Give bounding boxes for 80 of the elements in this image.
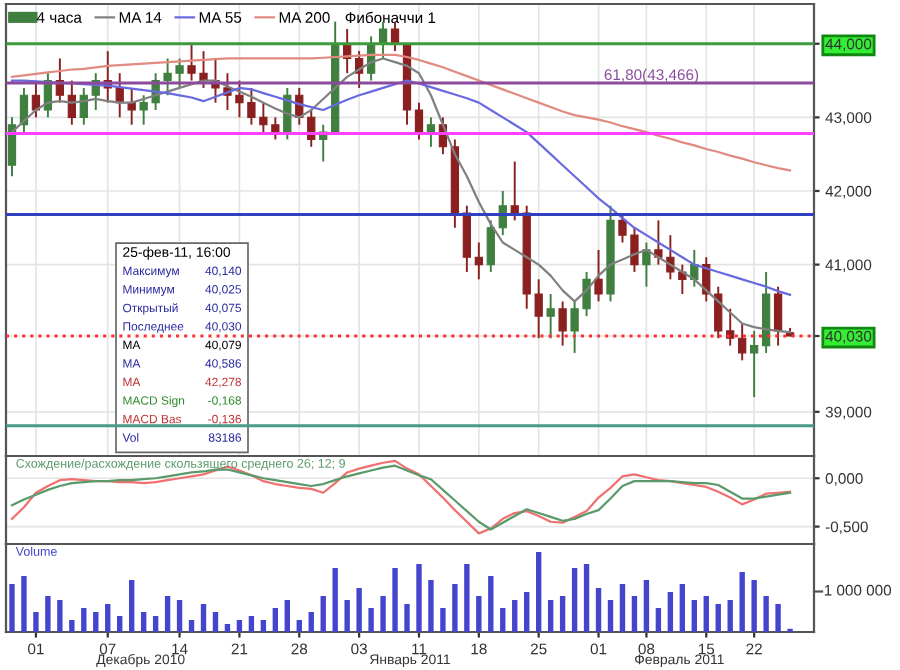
bar (500, 608, 506, 632)
bar (176, 600, 183, 632)
bar (93, 612, 99, 632)
bar (129, 580, 135, 632)
bar (559, 596, 566, 632)
bar (392, 568, 398, 632)
bar (320, 596, 326, 632)
bar (272, 608, 279, 632)
bar (751, 580, 757, 632)
bar (524, 592, 530, 632)
bar (57, 600, 63, 632)
candlestick (773, 285, 783, 347)
bar (260, 620, 267, 632)
candlestick (414, 101, 424, 141)
bar (212, 612, 219, 632)
bar (571, 568, 578, 632)
bar (224, 624, 231, 632)
bar (248, 616, 255, 632)
bar (69, 620, 75, 632)
bar (368, 608, 374, 632)
candlestick (714, 285, 723, 340)
bar (332, 568, 338, 632)
bar (440, 608, 446, 632)
bar (691, 600, 697, 632)
bar (619, 584, 626, 632)
candlestick (690, 248, 699, 288)
bar (452, 584, 458, 632)
bar (45, 596, 51, 632)
bar (117, 616, 123, 632)
bar (727, 600, 733, 632)
bar (200, 604, 207, 632)
candlestick (594, 248, 603, 303)
candlestick (546, 293, 555, 340)
bar (763, 596, 769, 632)
bar (655, 608, 662, 632)
candlestick (127, 86, 136, 126)
bar (236, 620, 243, 632)
bar (476, 596, 482, 632)
bar (152, 616, 159, 632)
candlestick (426, 116, 436, 148)
bar (164, 596, 171, 632)
bar (416, 564, 422, 632)
bar (9, 584, 15, 632)
candlestick (462, 204, 472, 273)
bar (105, 604, 111, 632)
candlestick (738, 322, 747, 362)
bar (607, 600, 614, 632)
candlestick (642, 241, 651, 288)
bar (308, 612, 314, 632)
bar (404, 604, 410, 632)
bar (188, 620, 195, 632)
bar (631, 596, 638, 632)
bar (140, 612, 147, 632)
bar (21, 576, 27, 632)
bar (547, 600, 554, 632)
bar (356, 588, 362, 632)
bar (344, 600, 350, 632)
bar (679, 584, 686, 632)
bar (643, 580, 650, 632)
bar (81, 608, 87, 632)
bar (464, 564, 470, 632)
candlestick (558, 300, 567, 347)
bar (535, 552, 542, 632)
bar (284, 600, 290, 632)
bar (296, 620, 302, 632)
bar (715, 604, 721, 632)
bar (595, 588, 602, 632)
candlestick (474, 241, 483, 281)
bar (380, 596, 386, 632)
bar (512, 600, 518, 632)
bar (667, 592, 674, 632)
bar (488, 576, 494, 632)
bar (583, 564, 590, 632)
bar (775, 604, 781, 632)
bar (33, 612, 39, 632)
candlestick (486, 219, 495, 273)
bar (739, 572, 745, 632)
bar (428, 580, 434, 632)
candlestick (750, 329, 759, 399)
bar (703, 596, 709, 632)
